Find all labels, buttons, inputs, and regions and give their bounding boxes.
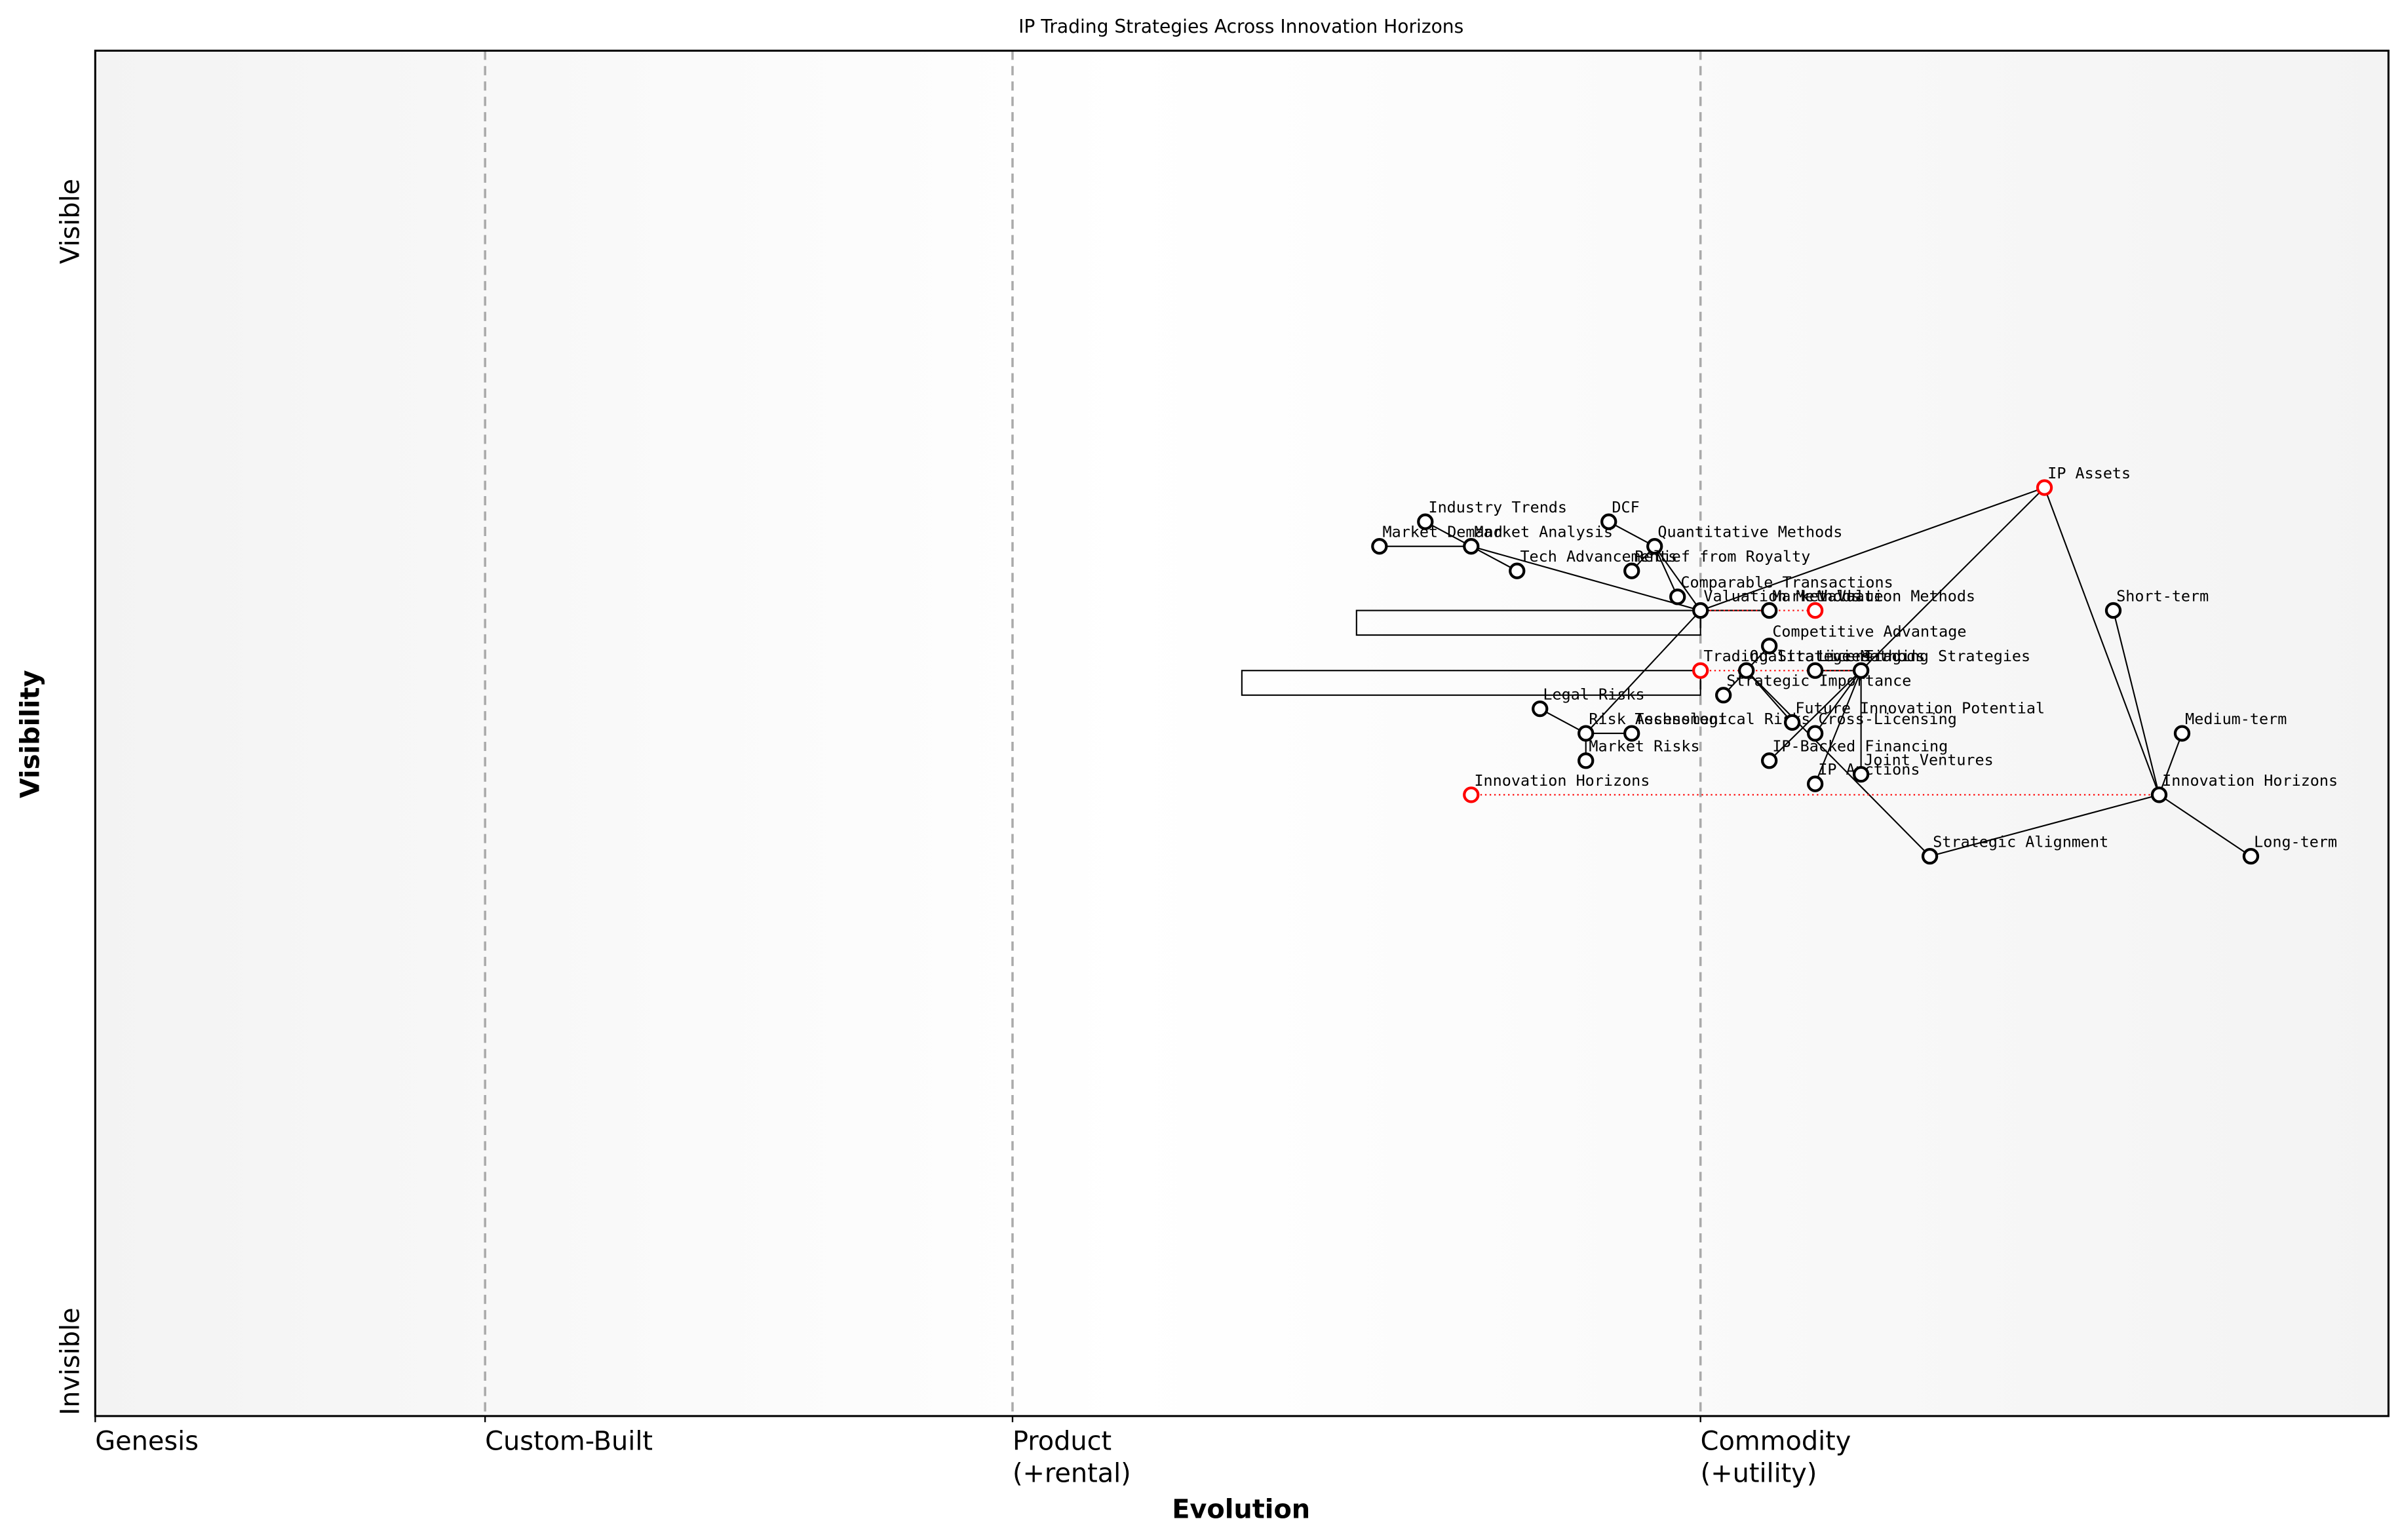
node-label: Future Innovation Potential [1795,699,2045,717]
node [1806,602,1824,619]
node [1646,538,1663,555]
node [1509,562,1526,579]
x-tick-label: Commodity (+utility) [1701,1426,1851,1488]
node [1417,513,1434,530]
node-label: Long-term [2254,833,2337,851]
edge [1471,545,1518,572]
node [1463,786,1480,803]
node [2242,847,2260,865]
node [1669,588,1686,606]
node [1577,725,1595,742]
x-axis-title: Evolution [1172,1495,1310,1525]
edge [2158,733,2183,796]
edge [2112,610,2160,796]
edge [1929,794,2159,857]
node-label: Relief from Royalty [1635,547,1810,566]
x-tick-label: Custom-Built [485,1426,653,1456]
node-label: Technological Risks [1635,710,1810,728]
plot-frame [94,49,2390,1417]
node-label: Trading Strategies [1864,647,2030,665]
chart-title: IP Trading Strategies Across Innovation … [1018,16,1463,37]
node-label: Trading Strategies [1703,647,1870,665]
node-label: Industry Trends [1428,498,1567,516]
node [1761,638,1778,655]
node [2036,479,2053,496]
node [1738,662,1755,679]
y-tick-label: Visible [56,179,86,264]
node [1623,725,1640,742]
node-label: Medium-term [2185,710,2287,728]
node-label: Joint Ventures [1864,751,1993,769]
node-label: Risk Assessment [1589,710,1728,728]
node-label: Valuation Methods [1703,587,1861,606]
node [1852,662,1870,679]
node [1692,602,1709,619]
edge [1654,546,1701,611]
node-label: IP-Backed Financing [1772,737,1948,756]
inertia-box [1355,609,1701,636]
node [1463,538,1480,555]
x-tick-label: Genesis [95,1426,199,1456]
edge [1745,670,1931,857]
node-label: Qualitative Methods [1749,647,1925,665]
node [1806,725,1824,742]
node-label: Innovation Horizons [1474,771,1650,790]
edge [1539,708,1587,735]
edge [1814,670,1862,784]
node-label: Market Demand [1382,523,1502,541]
node [1852,765,1870,783]
inertia-box [1241,670,1701,696]
node-label: DCF [1612,498,1639,516]
y-tick-label: Invisible [56,1307,86,1415]
node [1532,700,1549,718]
node [1371,538,1388,555]
edge [1814,670,1862,734]
node-label: Quantitative Methods [1657,523,1842,541]
y-axis-title: Visibility [16,670,46,798]
plot-background [95,50,2389,1416]
edge [2043,487,2160,796]
node-label: IP Assets [2047,464,2131,482]
edge [1471,545,1701,611]
node [1921,847,1939,865]
node [1806,775,1824,792]
node [1806,662,1824,679]
edge [1768,670,1862,761]
node [1761,752,1778,769]
edge [1654,546,1678,598]
node-label: Cross-Licensing [1818,710,1957,728]
node [2104,602,2122,619]
node-label: Legal Risks [1543,685,1644,704]
node-label: Short-term [2116,587,2209,606]
edge [1608,521,1655,547]
node [2150,786,2168,803]
node [1783,714,1801,731]
edge [1745,670,1793,723]
edge [1860,487,2045,672]
node-label: Market Value [1772,587,1883,606]
node-label: Comparable Transactions [1680,573,1893,592]
x-tick-label: Product (+rental) [1013,1426,1131,1488]
node [1715,687,1732,704]
node-label: Valuation Methods [1818,587,1975,606]
edge [1425,521,1472,547]
node-label: Market Risks [1589,737,1699,756]
node [1623,562,1640,579]
node [1761,602,1778,619]
node [1600,513,1617,530]
edge [1700,487,2045,611]
node [1692,662,1709,679]
node-label: Market Analysis [1474,523,1613,541]
node [1577,752,1595,769]
edge [2158,794,2252,857]
node-label: Innovation Horizons [2162,771,2338,790]
node-label: Strategic Alignment [1933,833,2108,851]
node [2173,725,2191,742]
node-label: Competitive Advantage [1772,623,1966,641]
edge [1585,609,1701,734]
node-label: Licensing [1818,647,1901,665]
